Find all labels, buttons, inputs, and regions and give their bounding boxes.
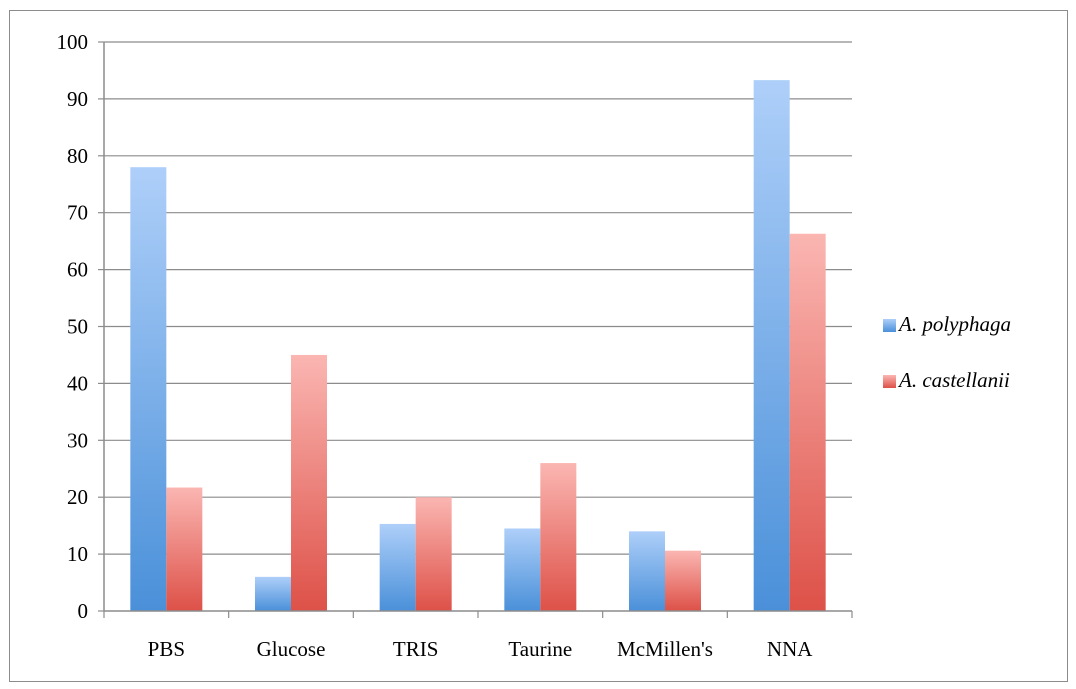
bar-1-1 — [291, 354, 327, 611]
y-tick-label-40: 40 — [67, 371, 88, 395]
x-tick-label-3: Taurine — [508, 637, 572, 661]
bar-0-2 — [379, 523, 416, 611]
bar-1-4 — [665, 550, 701, 611]
x-tick-label-0: PBS — [148, 637, 185, 661]
bar-0-5 — [753, 80, 790, 612]
y-tick-label-10: 10 — [67, 542, 88, 566]
legend-swatch-0 — [883, 319, 896, 332]
bar-1-3 — [540, 463, 577, 611]
y-tick-label-60: 60 — [67, 258, 88, 282]
bars — [130, 80, 826, 612]
y-tick-label-50: 50 — [67, 315, 88, 339]
y-tick-labels: 0 10 20 30 40 50 60 70 80 90 100 — [57, 30, 104, 623]
bar-0-1 — [255, 576, 291, 611]
legend-label-0: A. polyphaga — [897, 312, 1011, 336]
bar-0-4 — [629, 531, 665, 611]
x-tick-label-5: NNA — [767, 637, 813, 661]
y-tick-label-0: 0 — [78, 599, 89, 623]
gridlines — [104, 41, 852, 555]
y-tick-label-90: 90 — [67, 87, 88, 111]
bar-1-5 — [789, 233, 826, 612]
legend-label-1: A. castellanii — [897, 368, 1010, 392]
legend: A. polyphaga A. castellanii — [883, 312, 1011, 392]
bar-0-3 — [504, 528, 541, 611]
bar-0-0 — [130, 167, 167, 611]
x-tick-labels: PBS Glucose TRIS Taurine McMillen's NNA — [103, 611, 853, 661]
x-tick-label-4: McMillen's — [617, 637, 713, 661]
bar-1-2 — [415, 497, 452, 611]
y-tick-label-30: 30 — [67, 428, 88, 452]
y-tick-label-80: 80 — [67, 144, 88, 168]
bar-1-0 — [166, 487, 203, 611]
y-tick-label-20: 20 — [67, 485, 88, 509]
x-tick-label-2: TRIS — [393, 637, 439, 661]
y-tick-label-70: 70 — [67, 201, 88, 225]
legend-swatch-1 — [883, 375, 896, 388]
x-tick-label-1: Glucose — [257, 637, 326, 661]
y-tick-label-100: 100 — [57, 30, 89, 54]
